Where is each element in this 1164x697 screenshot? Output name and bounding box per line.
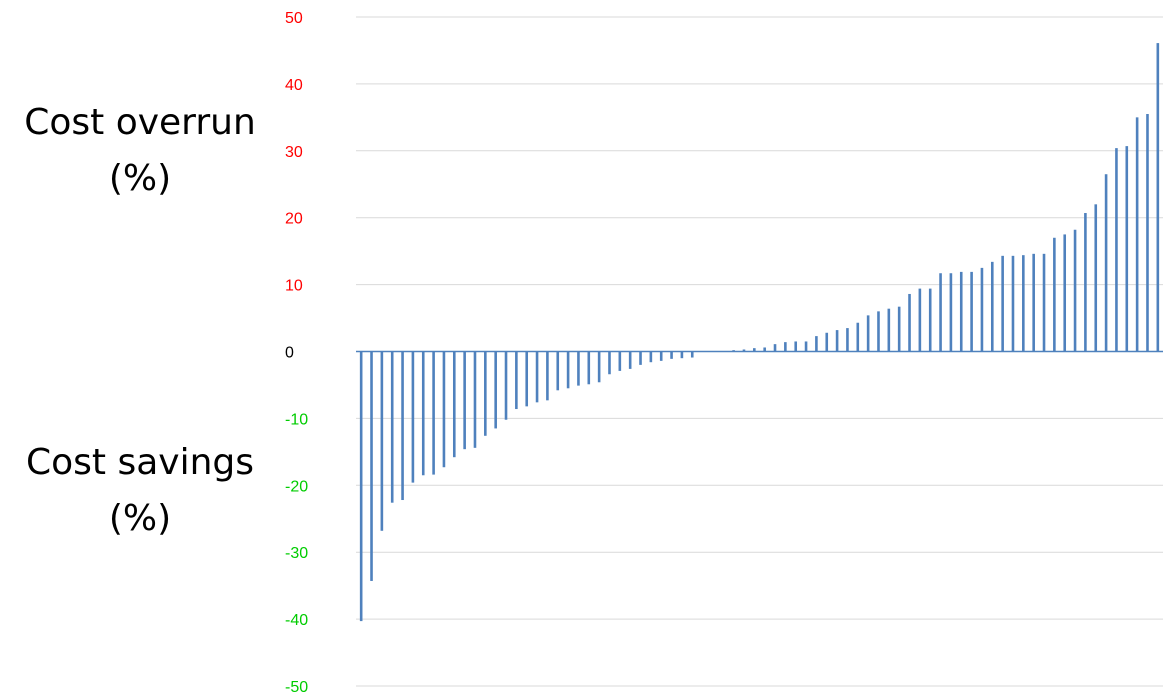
bar (618, 351, 622, 371)
bar (866, 315, 870, 352)
bar (1053, 237, 1056, 352)
bar (1104, 174, 1108, 352)
bar (670, 351, 673, 359)
bar (980, 267, 984, 352)
cost-overrun-label-line2: (%) (108, 158, 172, 199)
bar (856, 322, 860, 352)
bar (1115, 148, 1118, 352)
bar (690, 351, 694, 358)
bar (887, 308, 891, 352)
bar (1156, 43, 1160, 352)
bar (1042, 253, 1046, 352)
bar (432, 351, 435, 475)
bar (639, 351, 642, 365)
bar (608, 351, 611, 375)
bar (380, 351, 384, 531)
y-tick-label: 20 (285, 211, 303, 228)
bar (680, 351, 684, 359)
bar (494, 351, 497, 429)
bar (1001, 255, 1004, 352)
bar (411, 351, 415, 483)
bar (959, 271, 963, 352)
cost-overrun-label: Cost overrun (%) (0, 95, 280, 207)
bar (535, 351, 539, 403)
bar (370, 351, 373, 581)
y-tick-label: 10 (285, 278, 303, 295)
cost-savings-label: Cost savings (%) (0, 435, 280, 547)
bar (1063, 234, 1067, 352)
cost-savings-label-line1: Cost savings (25, 442, 255, 483)
bar (359, 351, 363, 622)
bar (1073, 229, 1077, 352)
bar (577, 351, 580, 386)
y-tick-label: -10 (285, 411, 308, 428)
bar (1094, 204, 1098, 352)
bar (918, 288, 922, 352)
bar (525, 351, 529, 407)
bar (401, 351, 404, 501)
bar (452, 351, 456, 458)
bar (784, 342, 787, 352)
bar (773, 344, 777, 352)
bar (1022, 255, 1025, 352)
y-tick-label: 0 (285, 345, 294, 362)
y-tick-label: -40 (285, 612, 308, 629)
bar (949, 273, 953, 352)
bar (546, 351, 549, 401)
cost-overrun-label-line1: Cost overrun (24, 102, 256, 143)
y-axis-tick-labels: 50 40 30 20 10 0 -10 -20 -30 -40 -50 (285, 10, 308, 696)
y-tick-label: 40 (285, 77, 303, 94)
bar (990, 261, 994, 352)
bar (1125, 146, 1129, 352)
bar (825, 332, 829, 352)
bar (442, 351, 446, 468)
bar (463, 351, 466, 450)
bar (659, 351, 663, 361)
gridlines (356, 16, 1163, 687)
bar (421, 351, 425, 476)
bar (515, 351, 518, 410)
bar (835, 330, 839, 352)
bar (473, 351, 477, 448)
cost-savings-label-line2: (%) (108, 498, 172, 539)
bar (939, 273, 942, 352)
bar (897, 306, 901, 352)
bar (1032, 253, 1035, 352)
bar (597, 351, 601, 383)
bar (804, 341, 808, 352)
bar (390, 351, 394, 503)
y-tick-label: -50 (285, 679, 308, 696)
bar (908, 293, 911, 352)
bar (504, 351, 508, 420)
bar (815, 336, 818, 352)
bar (1135, 117, 1139, 352)
bar (556, 351, 560, 391)
bar (742, 349, 746, 352)
y-tick-label: 30 (285, 144, 303, 161)
bar (1146, 114, 1149, 352)
bar (1011, 255, 1015, 352)
bar (628, 351, 632, 369)
bar (753, 348, 756, 352)
bars (359, 43, 1160, 622)
y-tick-label: 50 (285, 10, 303, 27)
bar (846, 328, 849, 352)
bar (1084, 213, 1087, 352)
y-tick-label: -20 (285, 478, 308, 495)
bar (484, 351, 487, 436)
bar (763, 347, 766, 352)
bar (649, 351, 653, 363)
bar (928, 288, 932, 352)
bar (877, 311, 880, 352)
y-tick-label: -30 (285, 545, 308, 562)
bar (587, 351, 591, 385)
bar (794, 341, 798, 352)
bar (970, 271, 973, 352)
bar (566, 351, 570, 389)
